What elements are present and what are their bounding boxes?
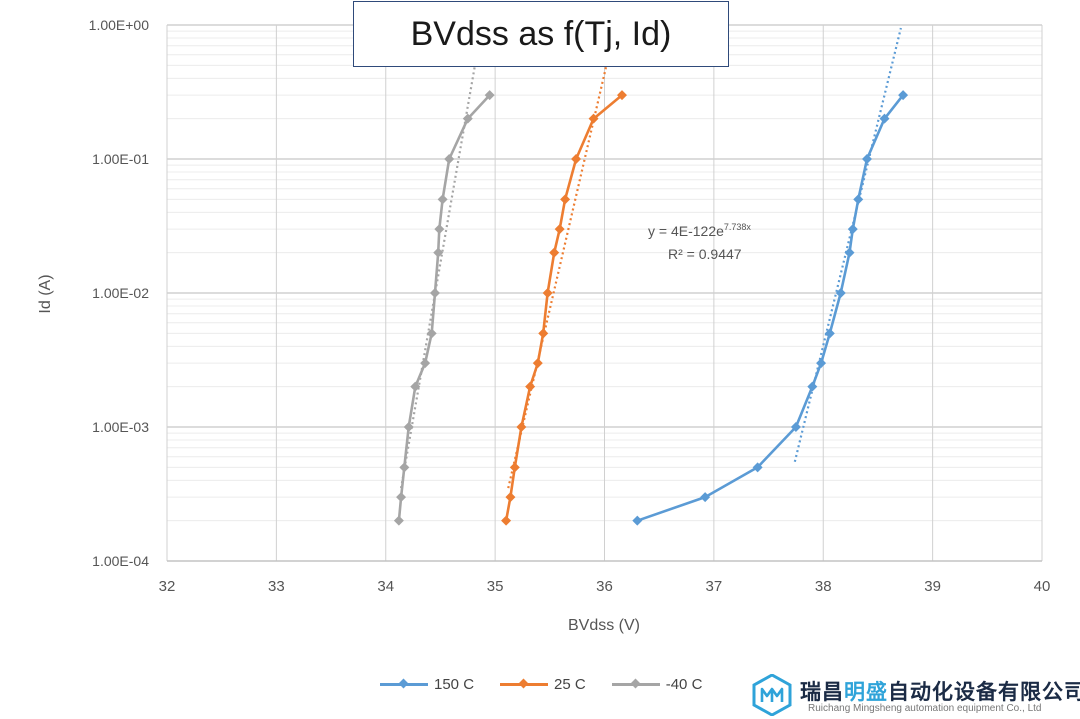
data-point-25-c [588,113,599,124]
data-point-40-c [462,113,473,124]
data-point-40-c [410,381,421,392]
data-point-25-c [516,422,527,432]
data-point-150-c [824,328,835,339]
legend-swatch-25c [500,677,549,691]
data-point-25-c [509,462,520,473]
data-point-25-c [532,358,543,369]
data-point-25-c [501,515,512,526]
company-subtitle: Ruichang Mingsheng automation equipment … [808,703,1042,714]
data-point-150-c [879,113,890,124]
x-axis-label: BVdss (V) [568,617,640,634]
trendlines [399,27,902,489]
data-point-40-c [403,422,414,432]
series-lines [397,94,905,522]
data-point-150-c [790,422,801,432]
trendline-equation: y = 4E-122e7.738x R² = 0.9447 [648,222,751,262]
data-point-150-c [898,90,909,101]
data-point-40-c [433,247,444,258]
legend-swatch-minus40c [611,677,660,691]
y-tick-label: 1.00E-03 [92,419,149,435]
data-point-25-c [505,492,516,503]
legend-item-minus40c: -40 C [611,675,703,693]
data-point-40-c [484,90,495,101]
data-point-40-c [393,515,404,526]
data-point-150-c [835,288,846,298]
data-point-40-c [434,224,445,235]
y-tick-label: 1.00E-02 [92,285,149,301]
svg-text:y = 4E-122e7.738x: y = 4E-122e7.738x [648,222,751,239]
data-point-25-c [617,90,627,101]
data-point-40-c [444,154,455,164]
legend-item-150c: 150 C [380,676,474,693]
legend-item-25c: 25 C [500,676,586,693]
y-tick-label: 1.00E-01 [92,151,149,167]
data-point-40-c [396,492,407,503]
x-tick-label: 34 [377,578,394,595]
r-squared-text: R² = 0.9447 [668,246,742,262]
company-name-highlight: 明盛 [844,680,888,704]
chart-title: BVdss as f(Tj, Id) [353,1,729,67]
company-name-part1: 瑞昌 [800,680,844,704]
series-line-40-c [397,94,491,521]
y-tick-label: 1.00E-04 [92,553,149,569]
x-axis-ticks: 32 33 34 35 36 37 38 39 40 [159,578,1051,595]
x-tick-label: 39 [924,578,941,595]
legend-label-150c: 150 C [434,675,475,693]
equation-exponent: 7.738x [724,222,752,232]
data-point-150-c [844,247,855,258]
y-axis-label: Id (A) [37,274,54,313]
series-line-25-c [504,94,623,521]
data-point-150-c [853,194,864,205]
data-point-25-c [554,224,565,235]
legend-swatch-150c [380,677,428,691]
equation-text: y = 4E-122e [648,223,724,239]
x-tick-label: 36 [596,578,613,595]
data-point-150-c [700,492,711,503]
x-tick-label: 38 [815,578,832,595]
x-tick-label: 40 [1034,578,1051,595]
data-point-150-c [632,515,643,526]
y-tick-label: 1.00E+00 [89,17,150,33]
legend: 150 C 25 C -40 C [380,672,702,696]
data-point-40-c [437,194,448,205]
company-logo-icon [752,674,792,716]
company-name-part2: 自动化设备有限公司 [888,680,1080,704]
data-point-25-c [571,154,582,164]
company-name: 瑞昌明盛自动化设备有限公司 [800,676,1080,706]
data-point-40-c [429,288,440,298]
data-point-25-c [542,288,553,298]
x-tick-label: 33 [268,578,285,595]
data-markers [393,90,909,526]
y-axis-ticks: 1.00E-04 1.00E-03 1.00E-02 1.00E-01 1.00E+00 [89,17,150,569]
x-tick-label: 35 [487,578,504,595]
data-point-150-c [807,381,818,392]
data-point-40-c [420,358,431,369]
data-point-25-c [525,381,536,392]
series-line-150-c [636,94,905,522]
data-point-150-c [862,154,872,164]
trendline-150-c [793,27,902,463]
data-point-25-c [549,247,560,258]
data-point-150-c [816,358,827,369]
x-tick-label: 37 [706,578,723,595]
legend-label-25c: 25 C [554,675,586,693]
company-watermark: 瑞昌明盛自动化设备有限公司 Ruichang Mingsheng automat… [752,672,1080,719]
legend-label-minus40c: -40 C [665,675,703,693]
data-point-25-c [538,328,549,339]
data-point-150-c [752,462,763,473]
data-point-25-c [560,194,571,205]
x-tick-label: 32 [159,578,176,595]
data-point-40-c [426,328,437,339]
data-point-150-c [847,224,858,235]
data-point-40-c [399,462,410,473]
